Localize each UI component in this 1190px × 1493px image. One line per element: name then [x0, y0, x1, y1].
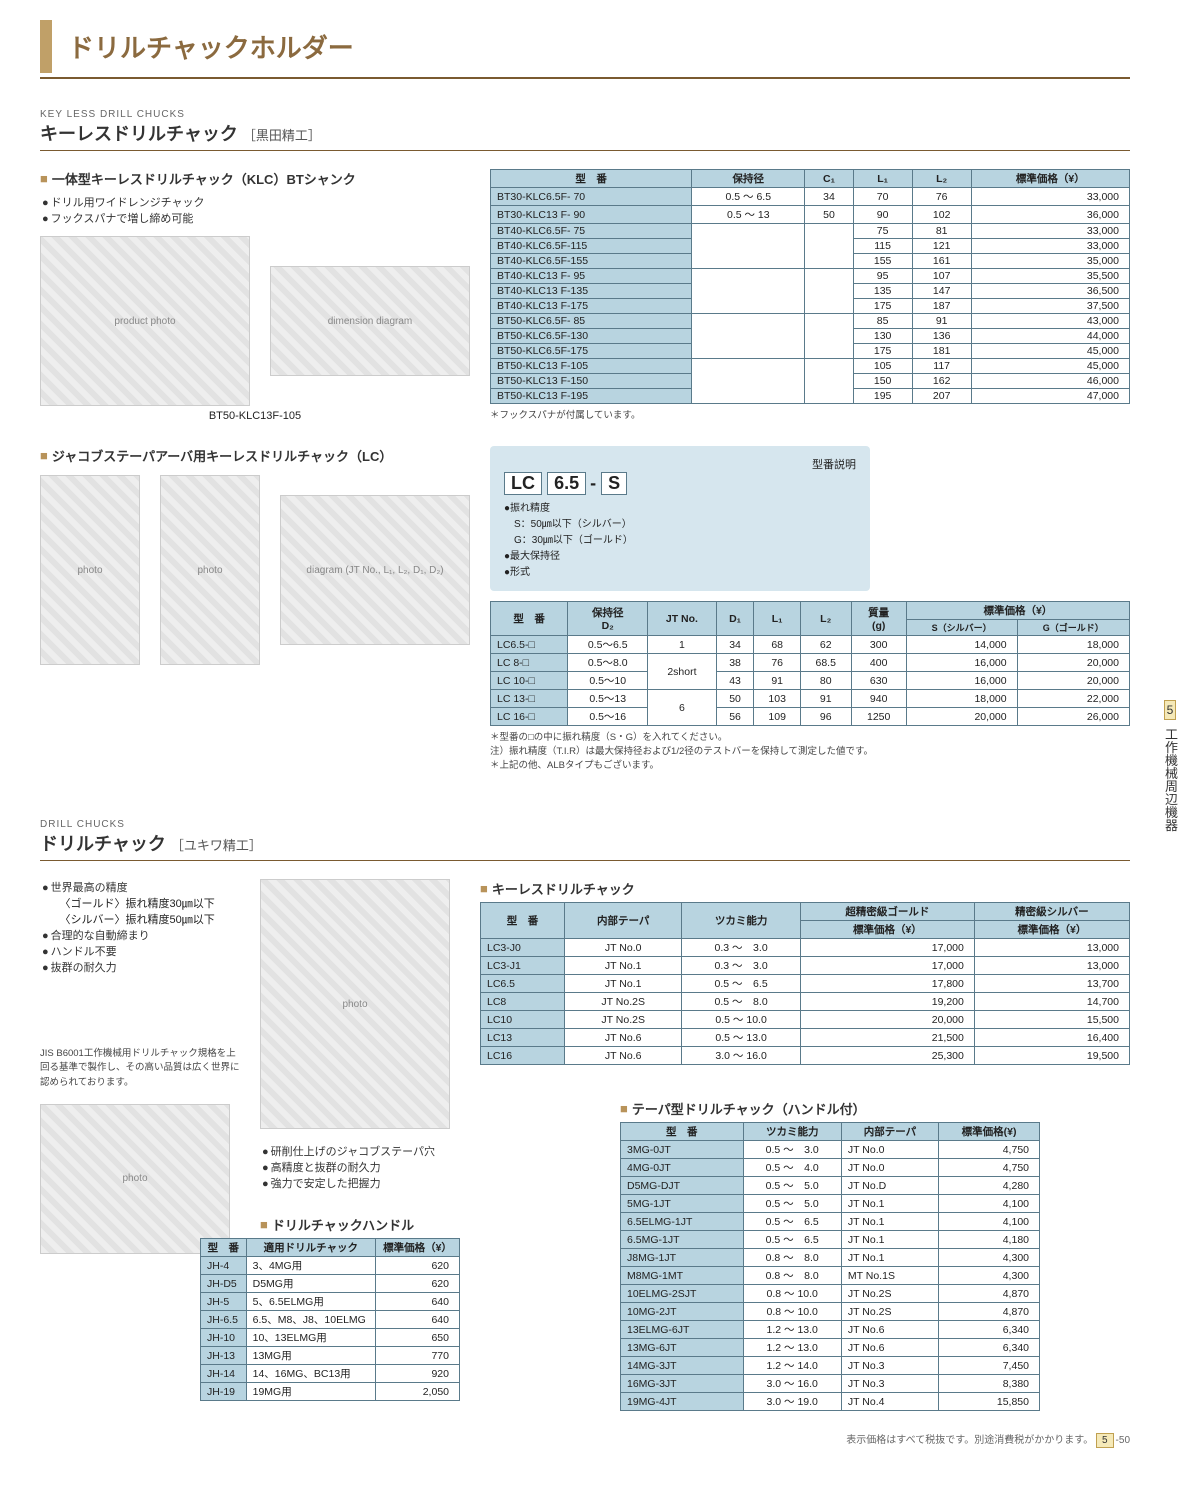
table-note: 注）振れ精度（T.I.R）は最大保持径および1/2径のテストバーを保持して測定し… — [490, 743, 1130, 757]
footer-page-box: 5 — [1096, 1433, 1114, 1448]
sec3-subC: ドリルチャックハンドル — [260, 1215, 460, 1234]
bullet-item: 強力で安定した把握力 — [260, 1175, 460, 1191]
model-label: 型番説明 — [504, 456, 856, 472]
bullet-item: ハンドル不要 — [40, 943, 240, 959]
sec3-title: ドリルチャック ［ユキワ精工］ — [40, 830, 1130, 856]
model-line: ●振れ精度 — [504, 501, 856, 517]
sec3-title-text: ドリルチャック — [40, 834, 166, 854]
sec1-eyebrow: KEY LESS DRILL CHUCKS — [40, 109, 1130, 120]
dimension-diagram-klc: dimension diagram — [270, 266, 470, 376]
bullet-item: 抜群の耐久力 — [40, 959, 240, 975]
bullet-item: フックスパナで増し締め可能 — [40, 210, 470, 226]
model-line: ●形式 — [504, 565, 856, 581]
table-klc: 型 番保持径C₁L₁L₂標準価格（¥）BT30-KLC6.5F- 700.5 ～… — [490, 169, 1130, 404]
table-lc: 型 番保持径D₂JT No.D₁L₁L₂質量(g)標準価格（¥）S（シルバー）G… — [490, 601, 1130, 726]
sec3-note-left: JIS B6001工作機械用ドリルチャック規格を上回る基準で製作し、その高い品質… — [40, 1047, 240, 1090]
bullet-item: 研削仕上げのジャコブステーパ穴 — [260, 1143, 460, 1159]
bullet-item: ドリル用ワイドレンジチャック — [40, 194, 470, 210]
bullet-item: 合理的な自動締まり — [40, 927, 240, 943]
side-tab-num: 5 — [1164, 700, 1177, 720]
rule — [40, 150, 1130, 151]
page-title: ドリルチャックホルダー — [40, 20, 1130, 73]
product-photo-handle: photo — [40, 1104, 230, 1254]
sec1-caption: BT50-KLC13F-105 — [40, 410, 470, 422]
product-photo-lc-1: photo — [40, 475, 140, 665]
dimension-diagram-lc: diagram (JT No., L₁, L₂, D₁, D₂) — [280, 495, 470, 645]
table-note: ＊型番の□の中に振れ精度（S・G）を入れてください。 — [490, 729, 1130, 743]
footer-note: 表示価格はすべて税抜です。別途消費税がかかります。 — [846, 1435, 1093, 1446]
table-handle: 型 番適用ドリルチャック標準価格（¥）JH-43、4MG用620JH-D5D5M… — [200, 1238, 460, 1401]
title-underline — [40, 77, 1130, 79]
model-number-box: 型番説明 LC 6.5- S ●振れ精度 S：50㎛以下（シルバー） G：30㎛… — [490, 446, 870, 591]
sec3-subA: キーレスドリルチャック — [480, 879, 1130, 898]
model-part-2: S — [601, 472, 627, 495]
bullet-item: 〈ゴールド〉振れ精度30㎛以下 — [40, 895, 240, 911]
side-tab: 5 工作機械周辺機器 — [1154, 700, 1180, 832]
bullet-item: 〈シルバー〉振れ精度50㎛以下 — [40, 911, 240, 927]
sec1-sub: ［黒田精工］ — [243, 128, 321, 143]
model-part-1: 6.5 — [547, 472, 586, 495]
sec1-title-text: キーレスドリルチャック — [40, 124, 238, 144]
sec3-eyebrow: DRILL CHUCKS — [40, 819, 1130, 830]
product-photo-lc-2: photo — [160, 475, 260, 665]
bullet-item: 高精度と抜群の耐久力 — [260, 1159, 460, 1175]
side-tab-text: 工作機械周辺機器 — [1163, 728, 1178, 832]
rule3 — [40, 860, 1130, 861]
product-photo-klc: product photo — [40, 236, 250, 406]
table-taper: 型 番ツカミ能力内部テーパ標準価格(¥)3MG-0JT0.5 ～ 3.0JT N… — [620, 1122, 1040, 1411]
model-line: ●最大保持径 — [504, 549, 856, 565]
sec2-subhead: ジャコブステーパアーバ用キーレスドリルチャック（LC） — [40, 446, 470, 465]
sec1-subhead: 一体型キーレスドリルチャック（KLC）BTシャンク — [40, 169, 470, 188]
bullet-item: 世界最高の精度 — [40, 879, 240, 895]
sec3-subB: テーパ型ドリルチャック（ハンドル付） — [620, 1099, 1130, 1118]
product-photo-yukiwa-keyless: photo — [260, 879, 450, 1129]
t1-note: ＊フックスパナが付属しています。 — [490, 407, 1130, 421]
footer-page: -50 — [1116, 1435, 1130, 1446]
sec3-sub: ［ユキワ精工］ — [171, 838, 262, 853]
model-part-0: LC — [504, 472, 542, 495]
model-line: S：50㎛以下（シルバー） — [504, 517, 856, 533]
sec1-title: キーレスドリルチャック ［黒田精工］ — [40, 120, 1130, 146]
table-note: ＊上記の他、ALBタイプもございます。 — [490, 757, 1130, 771]
model-line: G：30㎛以下（ゴールド） — [504, 533, 856, 549]
footer: 表示価格はすべて税抜です。別途消費税がかかります。 5-50 — [40, 1431, 1130, 1448]
table-keyless-yukiwa: 型 番内部テーパツカミ能力超精密級ゴールド精密級シルバー標準価格（¥）標準価格（… — [480, 902, 1130, 1065]
